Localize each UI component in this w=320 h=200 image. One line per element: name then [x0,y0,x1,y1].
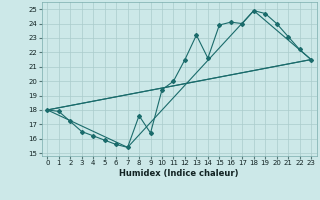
X-axis label: Humidex (Indice chaleur): Humidex (Indice chaleur) [119,169,239,178]
